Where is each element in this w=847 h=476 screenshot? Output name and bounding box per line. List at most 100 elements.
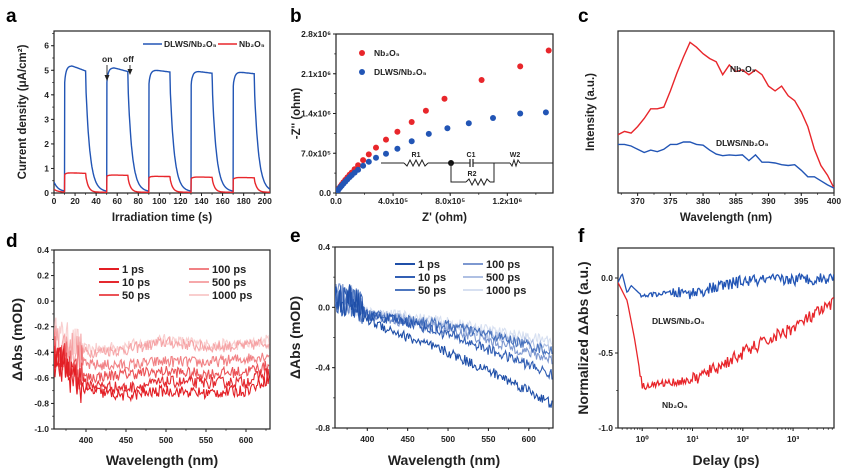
panel-label: e: [290, 226, 301, 247]
data-point-dlws-nb2o5: [394, 145, 401, 152]
legend-label: 10 ps: [122, 277, 150, 289]
x-tick-label: 550: [199, 435, 213, 445]
x-tick-label: 140: [194, 196, 208, 206]
y-tick-label: 0.4: [37, 245, 49, 255]
x-tick-label: 375: [663, 196, 677, 206]
x-axis-label: Wavelength (nm): [388, 452, 500, 468]
data-point-dlws-nb2o5: [365, 158, 372, 165]
y-tick-label: 2: [44, 139, 49, 149]
x-tick-label: 450: [401, 434, 415, 444]
x-tick-label: 120: [173, 196, 187, 206]
data-point-dlws-nb2o5: [360, 162, 367, 169]
legend-label: 50 ps: [122, 290, 150, 302]
series-line-dlws-nb2o5: [54, 65, 270, 192]
y-tick-label: 1: [44, 163, 49, 173]
y-axis-label: ΔAbs (mOD): [9, 298, 25, 381]
y-tick-label: 6: [44, 41, 49, 51]
data-point-nb2o5: [394, 128, 401, 135]
annotation-off: off: [123, 54, 134, 64]
legend-label: 50 ps: [418, 285, 446, 297]
circuit-label-r2: R2: [468, 171, 477, 178]
series-line-nb2o5: [54, 172, 270, 193]
legend-marker-dlws: [359, 69, 365, 75]
x-tick-label: 8.0x10⁵: [435, 196, 465, 206]
panel-label: c: [578, 6, 589, 27]
y-axis-label: Current density (μA/cm²): [17, 44, 29, 179]
data-point-dlws-nb2o5: [373, 154, 379, 161]
x-tick-label: 400: [827, 196, 841, 206]
data-point-nb2o5: [355, 162, 362, 169]
panel-e: e 400 450 500 550 600 -0.8 -0.4 0.0 0.4 Wavelength…: [287, 226, 554, 468]
data-point-dlws-nb2o5: [517, 110, 524, 117]
x-tick-label: 385: [729, 196, 743, 206]
x-tick-label: 200: [258, 196, 272, 206]
series-line-dlws-nb2o5: [618, 141, 834, 189]
x-axis-label: Wavelength (nm): [680, 212, 772, 224]
x-axis-label: Wavelength (nm): [106, 452, 218, 468]
y-axis-label: ΔAbs (mOD): [287, 296, 303, 379]
legend-label: 500 ps: [486, 272, 520, 284]
warburg-w2-symbol: [509, 158, 521, 168]
y-tick-label: -0.8: [315, 423, 330, 433]
series-line-1-ps: [54, 345, 270, 404]
data-point-dlws-nb2o5: [542, 109, 549, 116]
panel-label: f: [578, 226, 585, 247]
y-tick-label: -0.2: [34, 322, 49, 332]
x-tick-label: 500: [441, 434, 455, 444]
panel-a: a 0 20 40 60 80 100 120 140 160 180 200 0 1 2 3 4 5 6 Irrad…: [6, 6, 272, 224]
series-line-50-ps: [54, 336, 270, 390]
x-tick-label: 100: [152, 196, 166, 206]
x-tick-label: 80: [134, 196, 144, 206]
legend-label: 1000 ps: [486, 285, 526, 297]
x-tick-label: 10³: [787, 434, 799, 444]
plot-frame: [617, 247, 835, 429]
y-tick-label: 2.8x10⁶: [301, 29, 331, 39]
arrowhead-on: [104, 75, 110, 81]
x-axis-label: Z' (ohm): [422, 212, 467, 224]
plot-frame: [53, 30, 271, 194]
x-tick-label: 600: [522, 434, 536, 444]
series-line-nb2o5: [618, 41, 834, 189]
legend-label-dlws: DLWS/Nb₂O₅: [164, 39, 217, 49]
x-tick-label: 160: [215, 196, 229, 206]
data-point-nb2o5: [517, 63, 524, 70]
data-point-dlws-nb2o5: [465, 120, 472, 127]
y-tick-label: 5: [44, 65, 49, 75]
data-point-dlws-nb2o5: [383, 150, 389, 157]
legend-label: 100 ps: [486, 259, 520, 271]
y-tick-label: -0.6: [34, 373, 49, 383]
y-tick-label: 0: [44, 188, 49, 198]
y-tick-label: 0.0: [319, 188, 331, 198]
y-tick-label: 1.4x10⁶: [301, 109, 331, 119]
x-tick-label: 550: [481, 434, 495, 444]
data-point-dlws-nb2o5: [444, 125, 451, 132]
plot-frame: [617, 30, 835, 194]
wire: [450, 163, 466, 183]
y-tick-label: -0.4: [315, 363, 330, 373]
series-line-10-ps: [335, 285, 553, 380]
x-tick-label: 10²: [737, 434, 749, 444]
y-tick-label: -1.0: [598, 423, 613, 433]
wire: [490, 163, 495, 183]
series-line-10-ps: [54, 347, 270, 395]
series-line-1-ps: [335, 284, 553, 408]
legend-label: 1 ps: [122, 264, 144, 276]
data-point-nb2o5: [422, 107, 429, 114]
legend-label: 1000 ps: [212, 290, 252, 302]
data-point-dlws-nb2o5: [408, 138, 415, 145]
y-axis-label: Normalized ΔAbs (a.u.): [575, 261, 591, 414]
panel-label: a: [6, 6, 17, 27]
x-tick-label: 20: [70, 196, 80, 206]
x-tick-label: 390: [761, 196, 775, 206]
legend-label-nb2o5: Nb₂O₅: [374, 48, 400, 58]
x-axis-label: Delay (ps): [693, 452, 760, 468]
x-axis-label: Irradiation time (s): [112, 212, 212, 224]
label-nb2o5: Nb₂O₅: [730, 64, 756, 74]
label-dlws-nb2o5: DLWS/Nb₂O₅: [716, 138, 769, 148]
y-tick-label: 0.0: [318, 302, 330, 312]
x-tick-label: 0: [52, 196, 57, 206]
panel-label: d: [6, 231, 18, 252]
x-tick-label: 0.0: [330, 196, 342, 206]
x-tick-label: 400: [360, 434, 374, 444]
y-tick-label: -0.5: [598, 348, 613, 358]
